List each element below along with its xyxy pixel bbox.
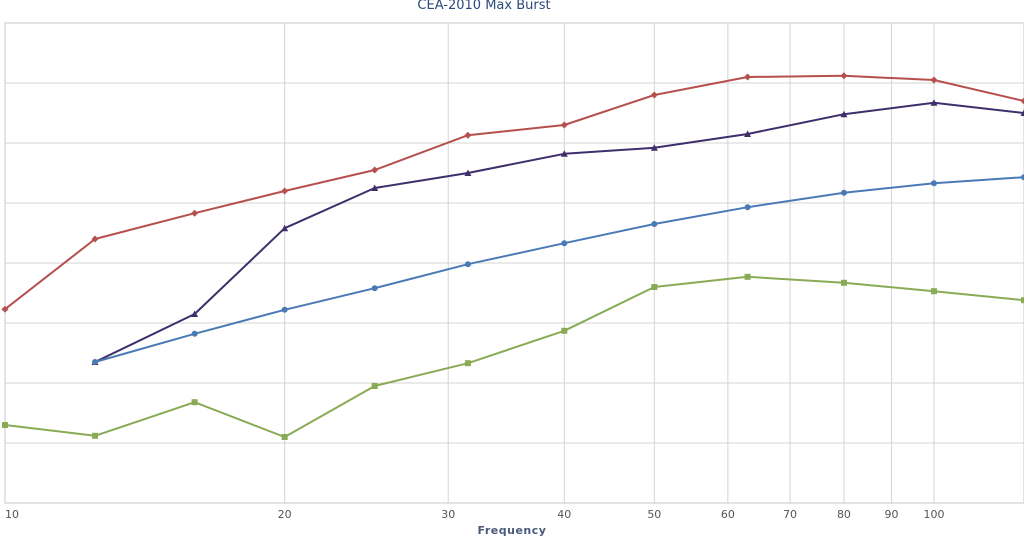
x-tick-label: 10 <box>5 508 19 521</box>
data-point <box>744 204 751 211</box>
data-point <box>1 305 9 313</box>
data-point <box>281 434 288 440</box>
data-point <box>840 279 847 286</box>
data-point <box>744 273 751 280</box>
data-point <box>191 209 199 217</box>
data-point <box>371 166 379 174</box>
data-point <box>371 184 379 191</box>
grid <box>4 23 1024 503</box>
data-point <box>371 285 378 292</box>
data-point <box>464 261 471 268</box>
data-point <box>930 99 938 106</box>
data-point <box>560 121 568 129</box>
x-tick-label: 90 <box>884 508 898 521</box>
chart-title: CEA-2010 Max Burst <box>417 0 550 13</box>
x-axis-title: Frequency <box>478 524 547 537</box>
data-point <box>281 187 289 195</box>
x-tick-label: 60 <box>721 508 735 521</box>
data-point <box>91 235 99 243</box>
data-point <box>561 327 568 334</box>
series-group <box>1 72 1024 440</box>
data-point <box>1020 97 1024 105</box>
series-3 <box>92 174 1024 365</box>
data-point <box>1021 174 1024 181</box>
data-point <box>2 422 8 428</box>
x-axis-ticks: 10 20 30 40 50 60 70 80 90 100 <box>5 508 944 521</box>
data-point <box>191 399 198 406</box>
plot-area <box>4 22 1024 504</box>
data-point <box>840 110 848 118</box>
data-point <box>650 144 658 151</box>
series-2 <box>91 99 1024 365</box>
x-tick-label: 70 <box>783 508 797 521</box>
data-point <box>561 240 568 247</box>
data-point <box>651 284 658 290</box>
data-point <box>930 76 938 84</box>
data-point <box>930 288 937 295</box>
data-point <box>191 330 198 337</box>
data-point <box>650 91 658 99</box>
data-point <box>651 221 658 227</box>
x-tick-label: 30 <box>441 508 455 521</box>
data-point <box>464 169 472 176</box>
data-point <box>92 359 99 365</box>
data-point <box>840 72 848 80</box>
data-point <box>1021 297 1024 304</box>
x-tick-label: 20 <box>278 508 292 521</box>
data-point <box>744 73 752 81</box>
x-tick-label: 50 <box>647 508 661 521</box>
series-4 <box>2 273 1024 440</box>
data-point <box>744 130 752 137</box>
data-point <box>464 131 472 139</box>
data-point <box>281 224 289 232</box>
data-point <box>464 360 471 367</box>
data-point <box>281 306 288 313</box>
data-point <box>560 150 568 157</box>
data-point <box>371 383 378 389</box>
data-point <box>840 189 847 196</box>
x-tick-label: 40 <box>557 508 571 521</box>
x-tick-label: 80 <box>837 508 851 521</box>
data-point <box>930 180 937 187</box>
data-point <box>1020 109 1024 116</box>
data-point <box>191 310 199 317</box>
series-line <box>4 275 1024 438</box>
series-1 <box>1 72 1024 313</box>
series-line <box>4 74 1024 310</box>
data-point <box>92 432 99 439</box>
x-tick-label: 100 <box>923 508 944 521</box>
series-line <box>94 176 1024 363</box>
